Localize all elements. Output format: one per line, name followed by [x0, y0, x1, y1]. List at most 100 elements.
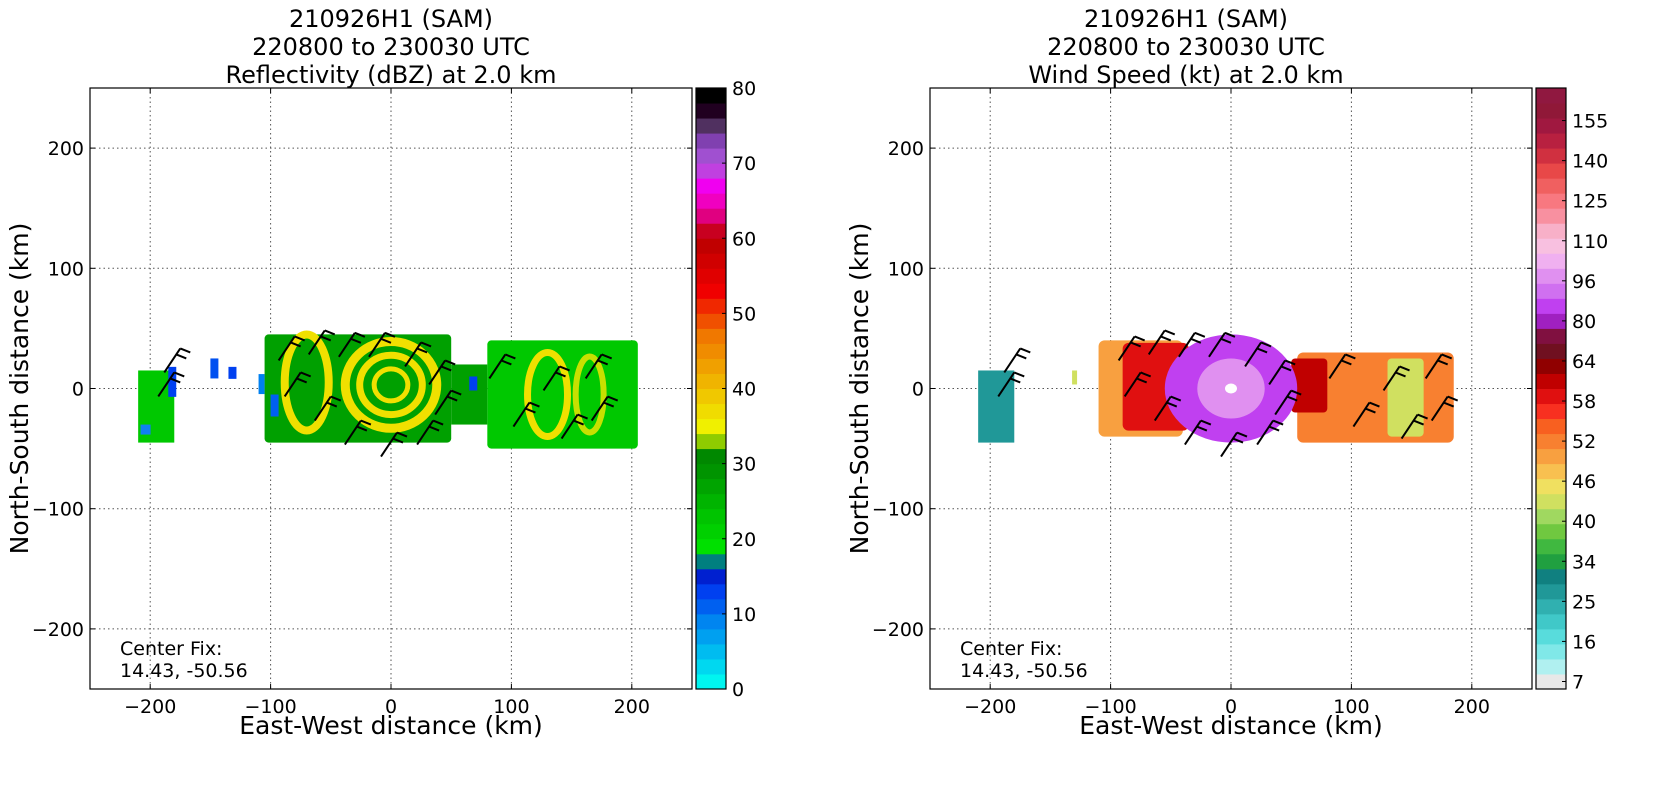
- wind-barb-flag: [173, 371, 185, 378]
- colorbar-segment: [1536, 643, 1566, 660]
- echo-region: [258, 374, 265, 395]
- colorbar-tick-label: 80: [732, 78, 756, 100]
- wind-barb-flag: [1015, 353, 1027, 360]
- wind-barb-flag: [1441, 353, 1453, 360]
- colorbar-segment: [1536, 493, 1566, 510]
- wind-barb-flag: [380, 337, 392, 344]
- colorbar-segment: [696, 343, 726, 359]
- wind-barb-flag: [1194, 331, 1206, 338]
- wind-barb: [1424, 353, 1443, 380]
- y-axis-label: North-South distance (km): [5, 223, 34, 555]
- wind-barb: [1328, 353, 1347, 380]
- wind-barb-flag: [350, 337, 362, 344]
- wind-region: [1387, 358, 1424, 437]
- wind-barb-flag: [1256, 347, 1268, 354]
- colorbar-segment: [1536, 598, 1566, 615]
- wind-barb: [1268, 359, 1286, 386]
- colorbar-tick-label: 58: [1572, 391, 1596, 413]
- wind-barb-flag: [1286, 395, 1298, 402]
- colorbar-segment: [696, 433, 726, 450]
- wind-barb: [1430, 395, 1449, 422]
- wind-barb-flag: [416, 347, 428, 354]
- title-line-1: 210926H1 (SAM): [288, 5, 494, 33]
- wind-barb-flag: [444, 359, 456, 366]
- echo-region: [451, 364, 488, 425]
- wind-barbs: [997, 329, 1459, 458]
- wind-barb-flag: [1170, 395, 1182, 402]
- colorbar-tick-label: 52: [1572, 431, 1596, 453]
- wind-barb-flag: [1236, 431, 1248, 438]
- colorbar-segment: [1536, 133, 1566, 149]
- wind-barb: [368, 332, 386, 358]
- x-axis-label: East-West distance (km): [1079, 711, 1383, 740]
- x-tick-label: 100: [1333, 696, 1369, 718]
- wind-barb-flag: [392, 437, 404, 444]
- wind-region: [1072, 370, 1078, 385]
- echo-region: [270, 394, 279, 417]
- wind-barb: [1123, 371, 1142, 398]
- wind-barb-flag: [432, 419, 444, 426]
- colorbar-segment: [1536, 178, 1566, 194]
- wind-barbs: [157, 329, 619, 458]
- colorbar-segment: [696, 658, 726, 675]
- colorbar-segment: [1536, 298, 1566, 314]
- colorbar-tick-label: 110: [1572, 231, 1608, 253]
- colorbar-segment: [696, 673, 726, 690]
- colorbar-tick-label: 34: [1572, 551, 1596, 573]
- wind-barb: [404, 341, 422, 367]
- colorbar-segment: [1536, 463, 1566, 480]
- colorbar-segment: [1536, 283, 1566, 299]
- axis-ticks: −200 −100 0 100 200 200 100 0 −100 −200: [872, 88, 1532, 718]
- wind-barb-flag: [1437, 359, 1449, 366]
- colorbar-segment: [1536, 358, 1566, 374]
- wind-barb: [1352, 401, 1371, 428]
- colorbar-tick-label: 30: [732, 454, 756, 476]
- data-field: [138, 330, 638, 449]
- y-tick-label: −100: [32, 499, 84, 521]
- wind-barb-flag: [1140, 371, 1152, 378]
- wind-barb-flag: [1280, 365, 1292, 372]
- colorbar-segment: [1536, 448, 1566, 465]
- colorbar-segment: [696, 508, 726, 525]
- colorbar: 0 10 20 30 40 50 60 70 80: [695, 78, 756, 701]
- wind-barb: [1208, 332, 1226, 358]
- wind-barb: [380, 432, 398, 458]
- colorbar-segment: [696, 493, 726, 510]
- colorbar-tick-label: 64: [1572, 351, 1596, 373]
- colorbar-segment: [696, 418, 726, 435]
- wind-barb-flag: [1290, 389, 1302, 396]
- wind-barb-flag: [1369, 401, 1380, 408]
- wind-barb: [1153, 395, 1172, 422]
- colorbar-segment: [696, 133, 726, 149]
- title-line-3: Wind Speed (kt) at 2.0 km: [1028, 61, 1344, 89]
- wind-barb: [1256, 420, 1274, 446]
- colorbar-segment: [696, 238, 726, 254]
- title-line-1: 210926H1 (SAM): [1083, 5, 1289, 33]
- colorbar-segment: [1536, 433, 1566, 450]
- colorbar-segment: [1536, 88, 1566, 104]
- y-tick-label: −100: [872, 499, 924, 521]
- x-tick-label: 200: [614, 696, 650, 718]
- wind-barb: [1184, 420, 1202, 446]
- wind-barb-flag: [420, 341, 432, 348]
- wind-barb-flag: [1272, 419, 1284, 426]
- y-tick-label: 0: [72, 379, 84, 401]
- rainband: [572, 353, 607, 436]
- wind-barb-flag: [296, 377, 308, 384]
- wind-barb-flag: [1196, 425, 1208, 432]
- colorbar-segment: [1536, 118, 1566, 134]
- grid-lines: [90, 88, 692, 689]
- wind-barb-flag: [1134, 335, 1146, 342]
- wind-barb-flag: [1160, 335, 1172, 342]
- wind-barb-flag: [1166, 401, 1178, 408]
- wind-barb-flag: [356, 425, 368, 432]
- colorbar-segment: [1536, 388, 1566, 405]
- colorbar-tick-label: 96: [1572, 271, 1596, 293]
- eyewall-band: [340, 337, 442, 433]
- wind-barb: [1220, 432, 1238, 458]
- x-tick-label: 0: [1225, 696, 1237, 718]
- wind-barb: [542, 365, 561, 392]
- y-tick-label: 100: [48, 258, 84, 280]
- title-line-2: 220800 to 230030 UTC: [1047, 33, 1325, 61]
- colorbar-tick-label: 50: [732, 303, 756, 325]
